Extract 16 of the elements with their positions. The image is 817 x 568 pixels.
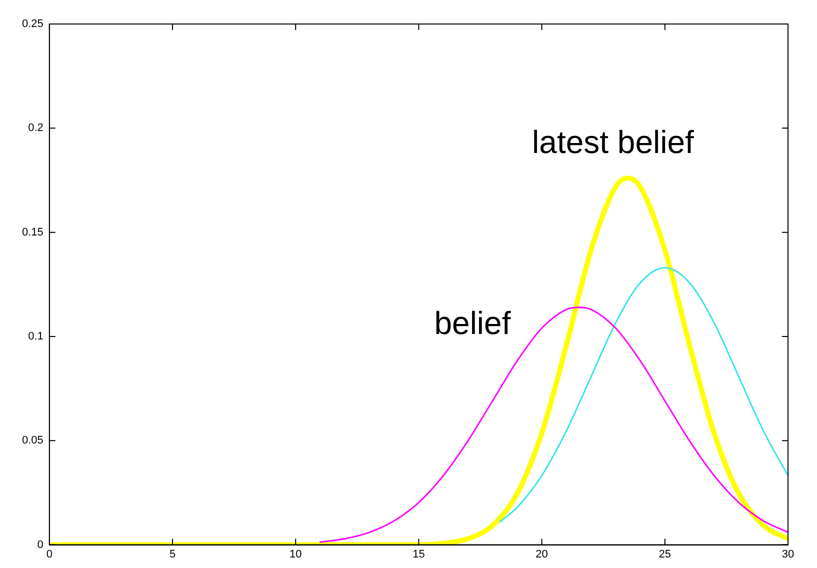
y-tick-label: 0.05 [22,434,44,447]
y-tick-label: 0.15 [22,226,44,238]
x-tick-label: 20 [536,548,548,560]
y-tick-label: 0.2 [28,122,44,134]
x-tick-label: 10 [289,548,302,560]
y-tick-label: 0.1 [28,330,44,343]
y-tick-label: 0.25 [22,18,44,30]
x-tick-label: 25 [658,548,672,560]
x-tick-label: 15 [412,548,425,560]
x-tick-label: 30 [782,548,794,560]
annotation: latest belief [532,124,694,160]
x-tick-label: 5 [169,548,176,560]
line-series [319,306,788,543]
y-tick-label: 0 [37,538,44,551]
annotation: belief [434,305,511,342]
x-tick-label: 0 [46,548,52,560]
